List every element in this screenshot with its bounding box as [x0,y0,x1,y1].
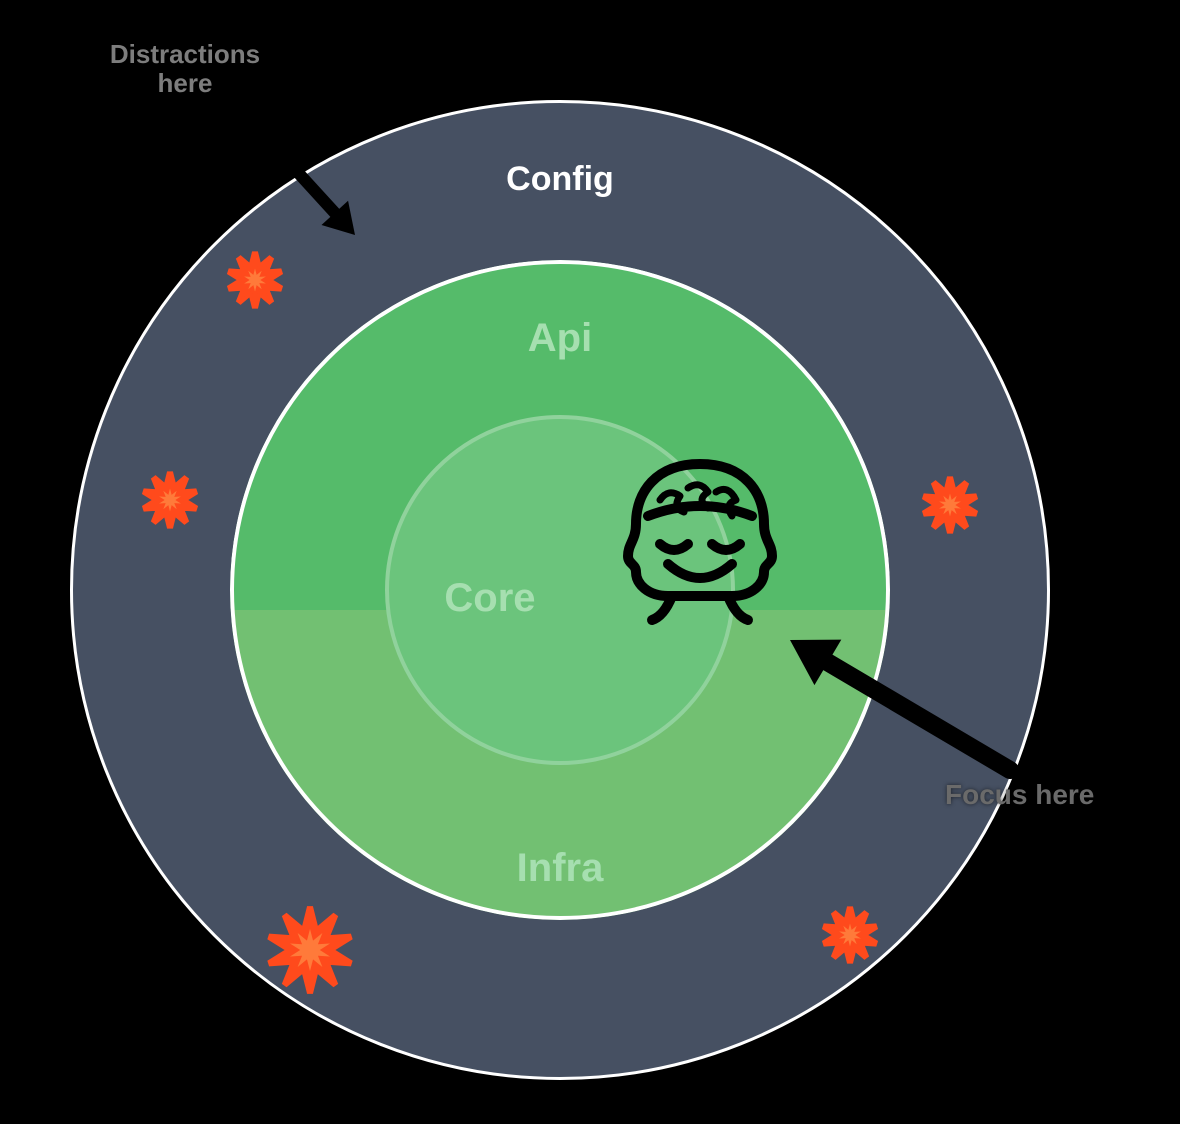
annotation-focus: Focus here [945,780,1145,811]
diagram-stage: Config Api Infra Core Distractions here … [0,0,1180,1124]
arrows-layer [0,0,1180,1124]
annotation-distractions: Distractions here [65,40,305,97]
